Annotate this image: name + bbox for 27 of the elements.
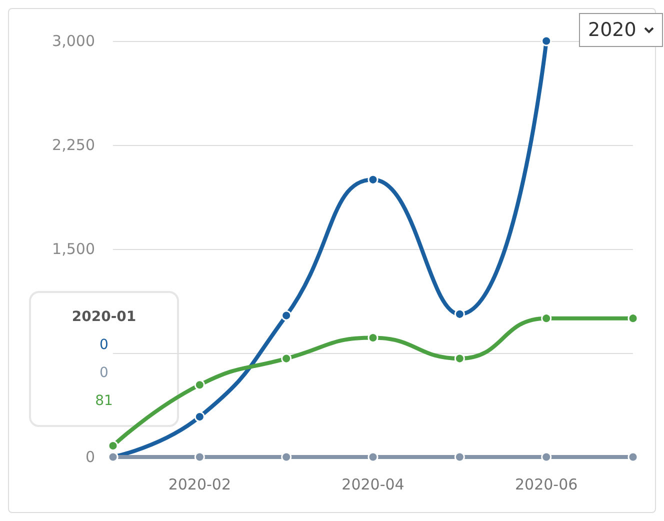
point — [541, 36, 552, 46]
point — [368, 332, 378, 343]
point — [368, 174, 378, 185]
point — [454, 452, 465, 462]
point — [454, 353, 465, 364]
tooltip-box: 2020-01 0 0 81 — [29, 291, 179, 427]
point — [281, 452, 292, 462]
point — [541, 313, 552, 324]
point — [628, 452, 638, 462]
annotation: 2020-01 — [70, 308, 138, 327]
point — [281, 353, 292, 364]
y-tick-label: 1,500 — [52, 240, 95, 258]
point — [368, 452, 378, 462]
point — [194, 452, 205, 462]
x-tick-label: 2020-06 — [514, 476, 578, 494]
point — [454, 308, 465, 320]
x-tick-label: 2020-02 — [168, 476, 232, 494]
point — [628, 313, 638, 324]
point — [194, 380, 205, 390]
point — [541, 452, 552, 462]
y-tick-label: 0 — [85, 448, 95, 466]
y-tick-label: 3,000 — [52, 32, 95, 50]
x-tick-label: 2020-04 — [342, 476, 404, 494]
point — [281, 310, 292, 321]
point — [194, 412, 205, 422]
y-tick-label: 2,250 — [52, 136, 95, 154]
text: 2020 — [588, 19, 636, 41]
